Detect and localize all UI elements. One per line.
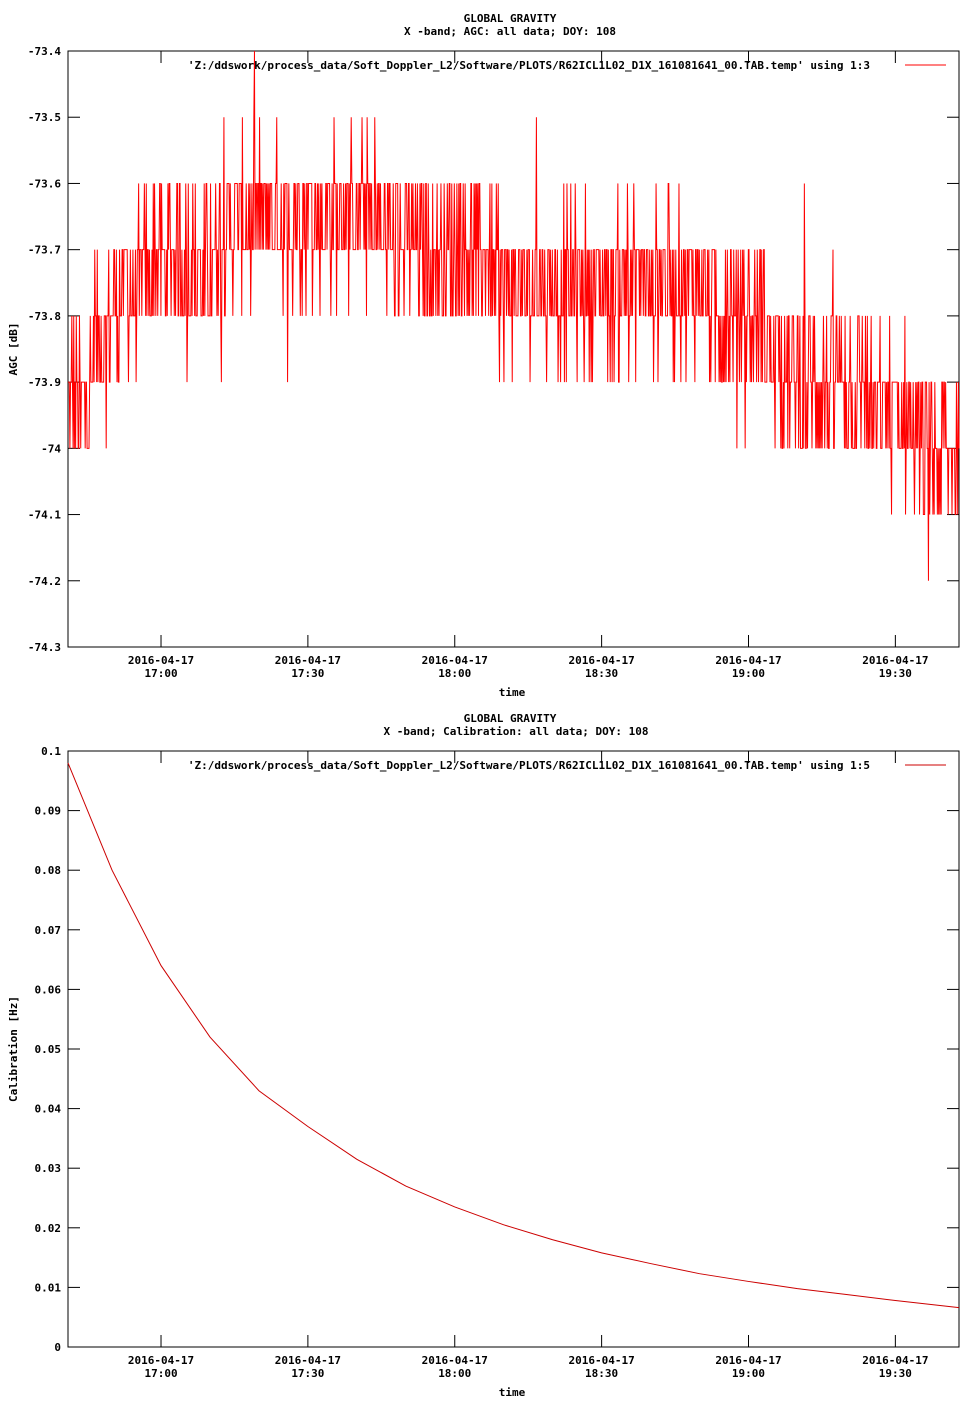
calibration-x-tick-time: 18:00: [438, 1367, 471, 1380]
agc-x-tick-date: 2016-04-17: [569, 654, 635, 667]
agc-plot-frame: [67, 50, 960, 648]
agc-y-tick-label: -73.5: [28, 111, 61, 124]
agc-y-tick-label: -74.3: [28, 641, 61, 654]
calibration-plot-frame: [67, 750, 960, 1348]
calibration-x-tick-time: 17:30: [291, 1367, 324, 1380]
agc-x-tick-date: 2016-04-17: [275, 654, 341, 667]
agc-y-tick-label: -74: [41, 442, 61, 455]
calibration-chart-subtitle: X -band; Calibration: all data; DOY: 108: [384, 725, 649, 738]
calibration-x-tick-date: 2016-04-17: [275, 1354, 341, 1367]
agc-series-line: [68, 50, 960, 581]
agc-x-tick-time: 17:30: [291, 667, 324, 680]
calibration-x-axis-label: time: [499, 1386, 526, 1399]
agc-chart-subtitle: X -band; AGC: all data; DOY: 108: [404, 25, 616, 38]
calibration-x-tick-time: 18:30: [585, 1367, 618, 1380]
calibration-y-tick-label: 0.08: [35, 864, 62, 877]
agc-x-tick-date: 2016-04-17: [128, 654, 194, 667]
agc-y-tick-label: -73.7: [28, 244, 61, 257]
agc-x-axis-label: time: [499, 686, 526, 699]
agc-y-ticks: -73.4 -73.5 -73.6 -73.7 -73.8 -73.9 -74 -74.1 -7…: [28, 45, 959, 654]
agc-x-tick-time: 19:00: [732, 667, 765, 680]
agc-legend-label: 'Z:/ddswork/process_data/Soft_Doppler_L2…: [188, 59, 870, 72]
calibration-y-tick-label: 0.03: [35, 1162, 62, 1175]
agc-x-ticks: 2016-04-1717:002016-04-1717:302016-04-17…: [128, 51, 928, 680]
calibration-x-tick-date: 2016-04-17: [128, 1354, 194, 1367]
agc-x-tick-time: 17:00: [144, 667, 177, 680]
agc-y-tick-label: -73.9: [28, 376, 61, 389]
calibration-chart-title: GLOBAL GRAVITY: [464, 712, 557, 725]
calibration-x-tick-date: 2016-04-17: [422, 1354, 488, 1367]
calibration-y-tick-label: 0.02: [35, 1222, 62, 1235]
agc-chart-title: GLOBAL GRAVITY: [464, 12, 557, 25]
calibration-x-tick-date: 2016-04-17: [862, 1354, 928, 1367]
calibration-y-axis-label: Calibration [Hz]: [7, 996, 20, 1102]
calibration-x-tick-time: 19:30: [879, 1367, 912, 1380]
calibration-y-tick-label: 0.09: [35, 805, 62, 818]
agc-y-tick-label: -73.8: [28, 310, 61, 323]
calibration-x-ticks: 2016-04-1717:002016-04-1717:302016-04-17…: [128, 751, 928, 1380]
calibration-y-tick-label: 0.01: [35, 1281, 62, 1294]
calibration-series-group: [67, 762, 960, 1309]
calibration-y-tick-label: 0.06: [35, 983, 62, 996]
calibration-x-tick-time: 19:00: [732, 1367, 765, 1380]
agc-y-tick-label: -74.1: [28, 509, 61, 522]
calibration-panel: GLOBAL GRAVITY X -band; Calibration: all…: [7, 712, 960, 1399]
agc-x-tick-time: 18:00: [438, 667, 471, 680]
agc-y-tick-label: -74.2: [28, 575, 61, 588]
agc-y-tick-label: -73.4: [28, 45, 61, 58]
agc-y-tick-label: -73.6: [28, 177, 61, 190]
agc-series-group: [68, 50, 960, 581]
calibration-x-tick-time: 17:00: [144, 1367, 177, 1380]
calibration-x-tick-date: 2016-04-17: [715, 1354, 781, 1367]
calibration-y-tick-label: 0.05: [35, 1043, 62, 1056]
calibration-x-tick-date: 2016-04-17: [569, 1354, 635, 1367]
calibration-y-tick-label: 0: [54, 1341, 61, 1354]
agc-x-tick-time: 18:30: [585, 667, 618, 680]
calibration-y-tick-label: 0.04: [35, 1103, 62, 1116]
calibration-series-line: [67, 762, 960, 1309]
calibration-legend-label: 'Z:/ddswork/process_data/Soft_Doppler_L2…: [188, 759, 870, 772]
calibration-y-ticks: 0.1 0.09 0.08 0.07 0.06 0.05 0.04 0.03 0.02 0.01 0: [35, 745, 959, 1354]
calibration-y-tick-label: 0.07: [35, 924, 62, 937]
agc-x-tick-date: 2016-04-17: [715, 654, 781, 667]
agc-x-tick-date: 2016-04-17: [422, 654, 488, 667]
agc-y-axis-label: AGC [dB]: [7, 323, 20, 376]
agc-panel: GLOBAL GRAVITY X -band; AGC: all data; D…: [7, 12, 960, 699]
agc-x-tick-time: 19:30: [879, 667, 912, 680]
agc-x-tick-date: 2016-04-17: [862, 654, 928, 667]
calibration-y-tick-label: 0.1: [41, 745, 61, 758]
